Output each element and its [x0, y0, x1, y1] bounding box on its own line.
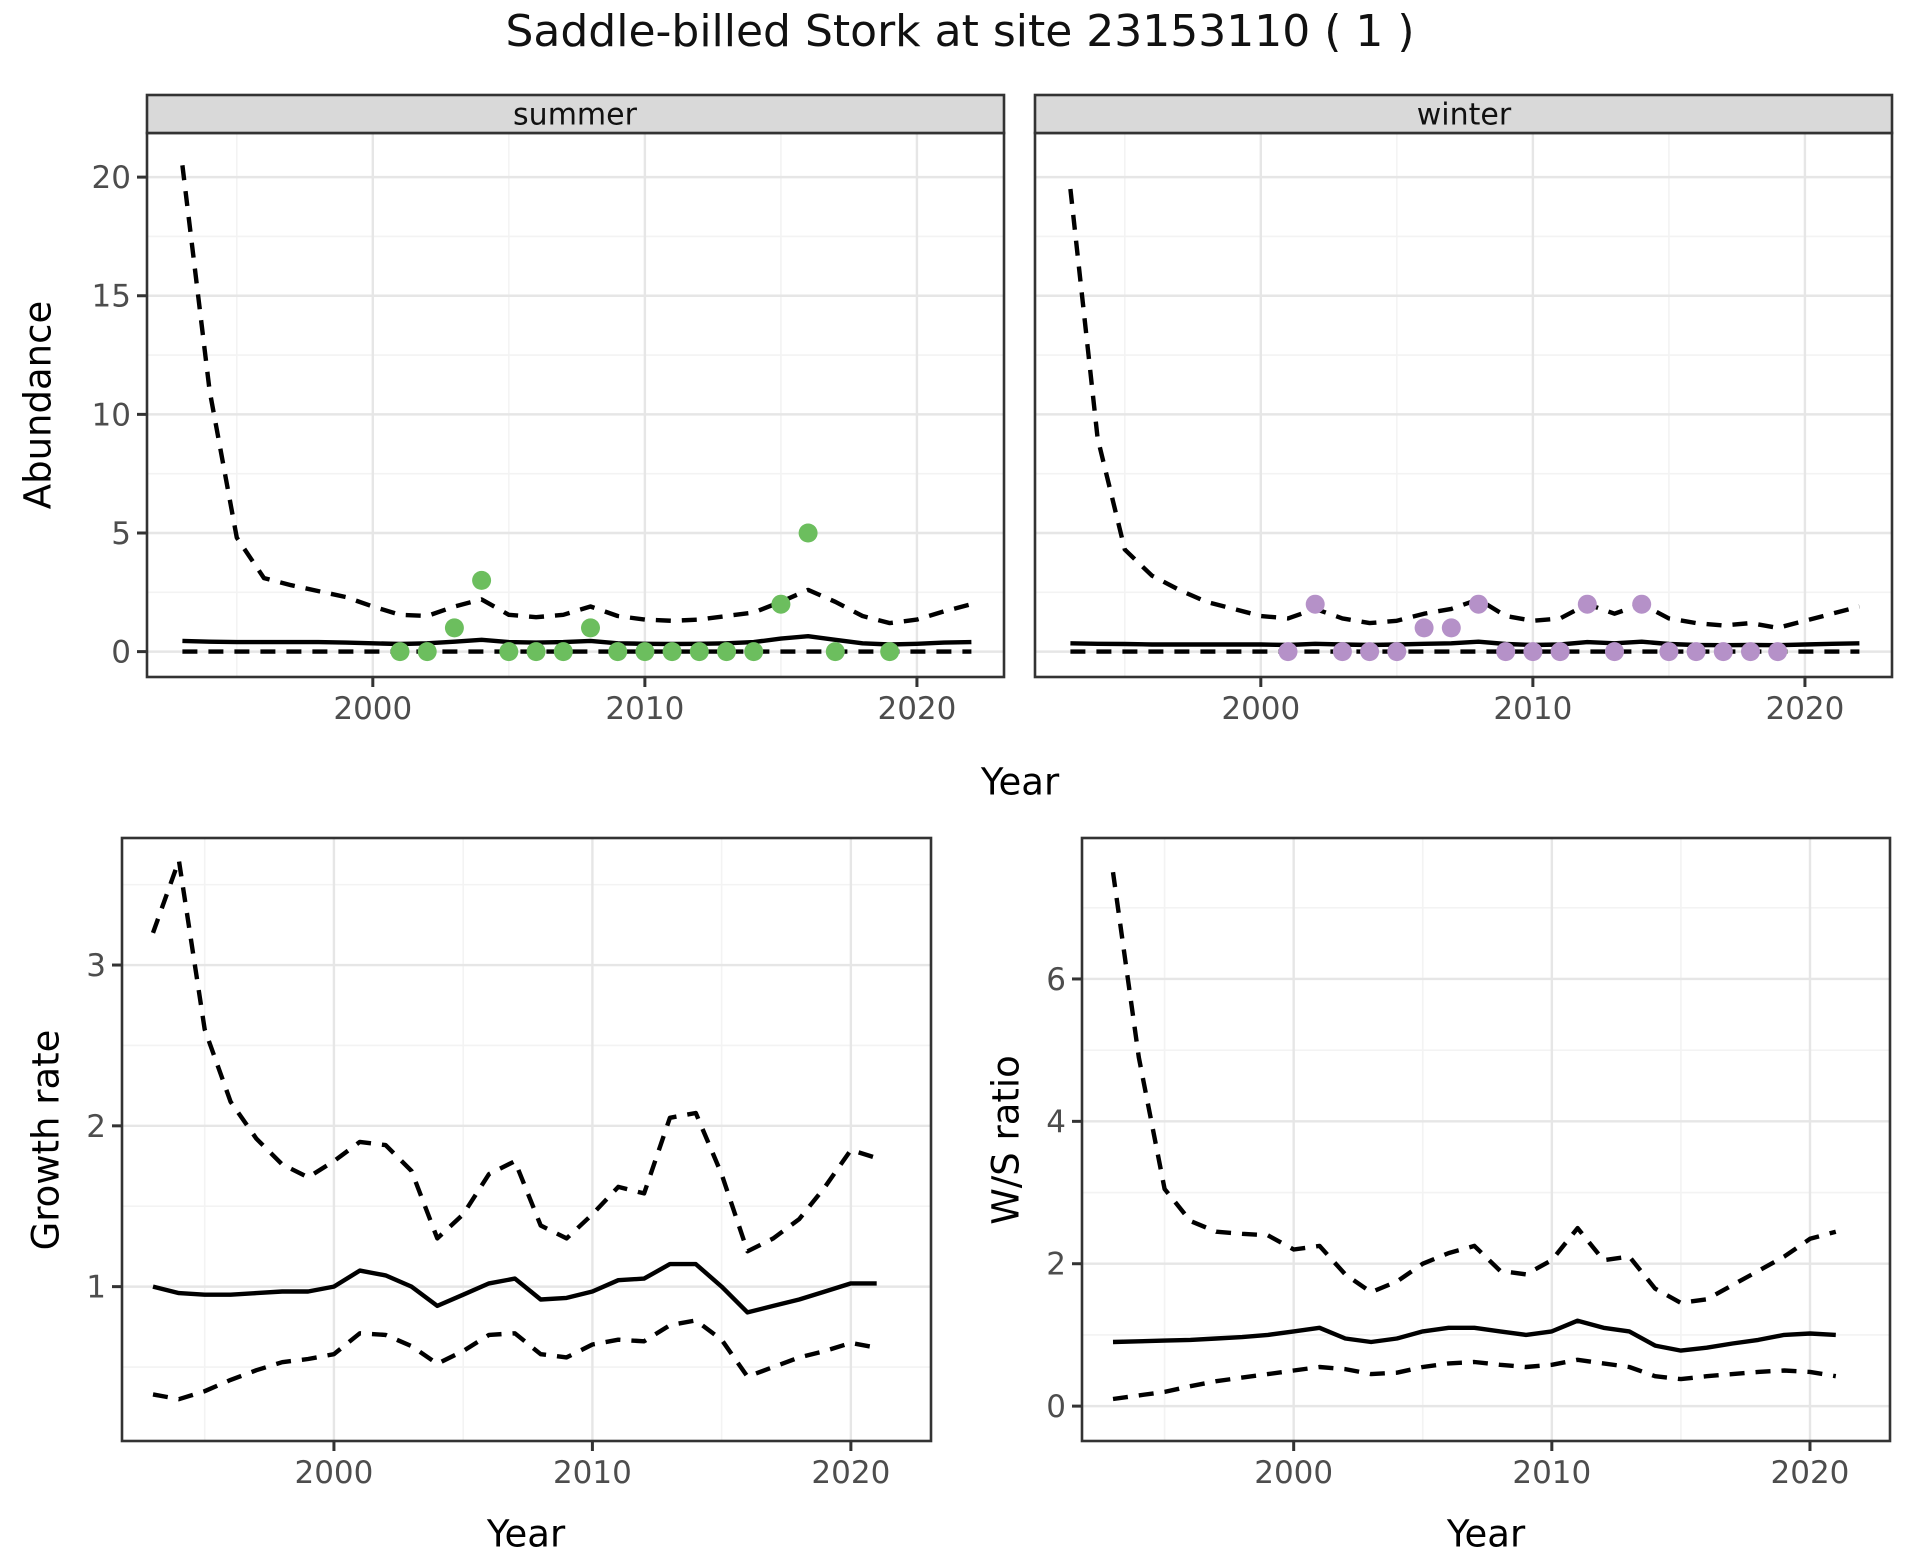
observation-point [526, 642, 546, 662]
observation-point [717, 642, 736, 662]
observation-point [1469, 594, 1488, 614]
upper-ci-line [1110, 871, 1837, 1306]
observation-point [390, 642, 410, 662]
upper-ci-line [150, 858, 878, 1254]
observation-point [1332, 642, 1352, 662]
observation-point [1605, 642, 1624, 662]
panel-border [1080, 836, 1892, 1443]
upper-ci-line [1068, 188, 1860, 631]
facet-strip [145, 93, 1006, 135]
observation-point [880, 642, 900, 662]
chart-title: Saddle-billed Stork at site 23153110 ( 1… [505, 6, 1415, 57]
panel-background [1035, 133, 1892, 677]
y-tick-label: 20 [92, 160, 131, 196]
y-tick-label: 2 [86, 1109, 106, 1145]
panel-border [120, 836, 933, 1443]
x-tick-label: 2010 [1512, 1455, 1591, 1491]
observation-point [1496, 642, 1516, 662]
x-tick-label: 2020 [1771, 1455, 1850, 1491]
x-tick-label: 2010 [605, 691, 684, 727]
x-tick-label: 2000 [333, 691, 412, 727]
observation-point [744, 642, 764, 662]
y-tick-label: 2 [1046, 1247, 1066, 1283]
panel-background [1082, 838, 1890, 1441]
y-tick-label: 0 [111, 635, 131, 671]
observation-point [1686, 642, 1706, 662]
y-axis-title-growth-rate: Growth rate [24, 1029, 68, 1251]
observation-point [1741, 642, 1760, 662]
y-tick-label: 0 [1046, 1389, 1066, 1425]
x-axis-title-year-ws: Year [1446, 1512, 1526, 1556]
x-tick-label: 2020 [877, 691, 956, 727]
observation-point [1441, 618, 1461, 638]
lower-ci-line [152, 1318, 878, 1402]
median-line [182, 634, 972, 647]
observation-point [689, 642, 709, 662]
observation-point [1387, 642, 1407, 662]
y-tick-label: 5 [111, 516, 131, 552]
y-axis-title-ws-ratio: W/S ratio [984, 1055, 1028, 1225]
observation-point [1523, 642, 1543, 662]
observation-point [798, 523, 818, 543]
panel-background [122, 838, 931, 1441]
observation-point [1713, 642, 1733, 662]
y-tick-label: 6 [1046, 962, 1066, 998]
observation-point [444, 618, 464, 638]
observation-point [1577, 594, 1597, 614]
median-line [152, 1261, 877, 1315]
observation-point [635, 642, 655, 662]
observation-point [771, 594, 791, 614]
observation-point [1632, 594, 1652, 614]
x-tick-label: 2000 [1221, 691, 1300, 727]
observation-point [1659, 642, 1679, 662]
x-tick-label: 2010 [1493, 691, 1572, 727]
observation-point [1278, 642, 1298, 662]
observation-point [1550, 642, 1570, 662]
x-axis-title-year-top: Year [980, 760, 1060, 804]
observation-point [1305, 594, 1325, 614]
facet-strip-label-summer: summer [513, 97, 637, 133]
panel-background [147, 133, 1004, 677]
x-tick-label: 2010 [553, 1455, 632, 1491]
observation-point [1414, 618, 1434, 638]
observation-point [825, 642, 845, 662]
facet-strip-label-winter: winter [1416, 97, 1512, 133]
y-tick-label: 3 [86, 948, 106, 984]
x-tick-label: 2000 [1254, 1455, 1333, 1491]
observation-point [1768, 642, 1788, 662]
observation-point [581, 618, 600, 638]
observation-point [417, 642, 437, 662]
x-tick-label: 2000 [294, 1455, 373, 1491]
x-tick-label: 2020 [1765, 691, 1844, 727]
observation-point [553, 642, 573, 662]
upper-ci-line [180, 165, 972, 626]
lower-ci-line [1112, 1357, 1837, 1402]
y-tick-label: 15 [92, 279, 131, 315]
x-axis-title-year-growth: Year [486, 1512, 566, 1556]
y-tick-label: 1 [86, 1270, 106, 1306]
x-tick-label: 2020 [811, 1455, 890, 1491]
median-line [1112, 1318, 1836, 1353]
observation-point [608, 642, 628, 662]
y-tick-label: 10 [92, 397, 131, 433]
y-axis-title-abundance: Abundance [16, 300, 60, 510]
observation-point [662, 642, 682, 662]
observation-point [499, 642, 519, 662]
observation-point [472, 570, 492, 590]
y-tick-label: 4 [1046, 1104, 1066, 1140]
facet-strip [1033, 93, 1894, 135]
observation-point [1360, 642, 1380, 662]
